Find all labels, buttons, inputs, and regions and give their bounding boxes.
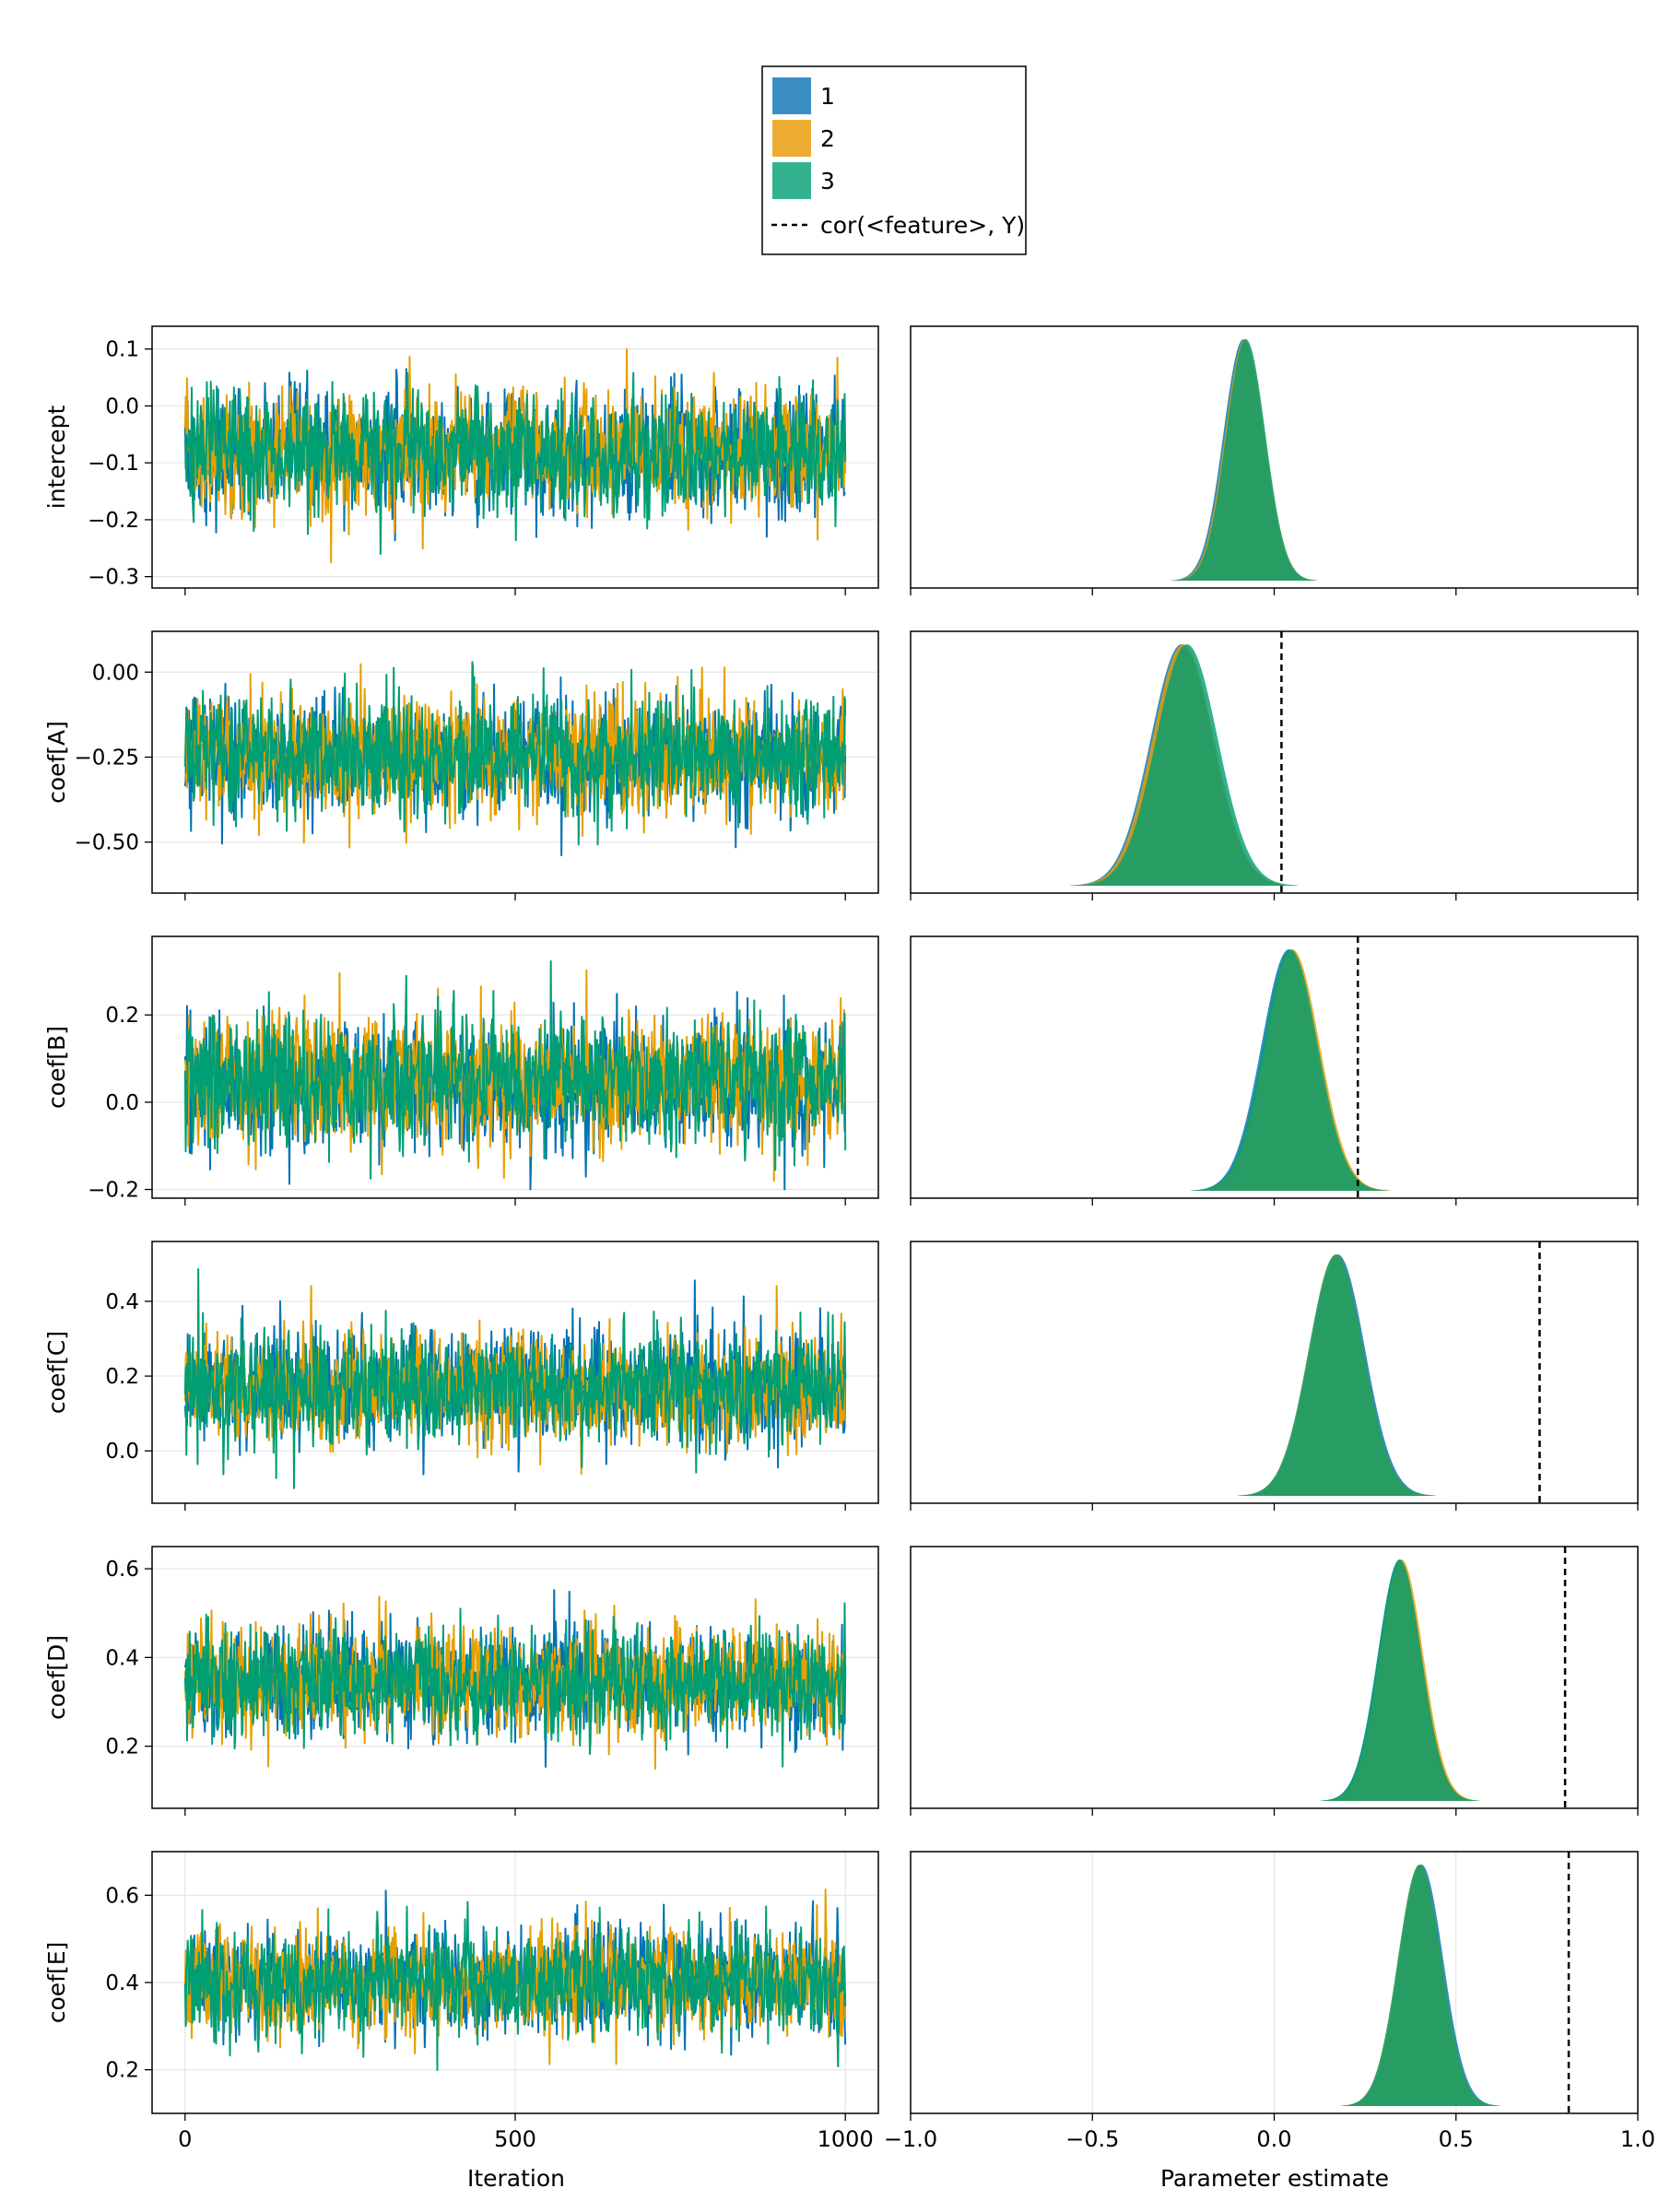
- density-curve-coef[C]-chain-3: [1238, 1254, 1435, 1496]
- trace-lines-intercept: [183, 347, 847, 564]
- trace-x-axis-label: Iteration: [467, 2165, 565, 2192]
- trace-line-coef[B]-chain-2: [183, 969, 847, 1182]
- trace-ytick-label-coef[E]-2: 0.6: [105, 1884, 139, 1908]
- legend-swatch-chain-3: [772, 162, 811, 199]
- trace-xtick-label-0: 0: [178, 2126, 192, 2152]
- trace-lines-coef[B]: [183, 959, 847, 1191]
- param-row-coef[E]: 0.2 0.4 0.6 coef[E] 0 500 1000 −1.0 −0.5 0.0 0.5 1.…: [43, 1851, 1655, 2152]
- density-x-axis-label: Parameter estimate: [1160, 2165, 1389, 2192]
- density-panel-coef[C]: [910, 1241, 1639, 1511]
- trace-y-axis-label-coef[E]: coef[E]: [43, 1942, 70, 2024]
- trace-ytick-label-coef[C]-1: 0.2: [105, 1365, 139, 1389]
- trace-ytick-label-coef[B]-0: −0.2: [88, 1179, 139, 1203]
- trace-line-coef[A]-chain-3: [183, 661, 847, 846]
- trace-lines-coef[D]: [183, 1589, 847, 1771]
- trace-lines-coef[E]: [183, 1888, 847, 2072]
- param-row-intercept: −0.3 −0.2 −0.1 0.0 0.1 intercept: [43, 325, 1639, 595]
- density-curve-coef[E]-chain-3: [1341, 1865, 1499, 2106]
- trace-ytick-label-coef[E]-0: 0.2: [105, 2059, 139, 2083]
- trace-ytick-label-coef[C]-2: 0.4: [105, 1290, 139, 1314]
- legend-swatch-chain-1: [772, 77, 811, 114]
- trace-ytick-label-intercept-3: 0.0: [105, 394, 139, 418]
- density-curve-coef[D]-chain-3: [1321, 1559, 1478, 1801]
- density-panel-coef[D]: [910, 1546, 1639, 1816]
- trace-ytick-label-coef[E]-1: 0.4: [105, 1971, 139, 1995]
- density-xtick-label-1: −0.5: [1065, 2126, 1119, 2152]
- density-curve-coef[B]-chain-3: [1192, 949, 1389, 1191]
- param-row-coef[C]: 0.0 0.2 0.4 coef[C]: [43, 1241, 1639, 1511]
- trace-panel-coef[B]: −0.2 0.0 0.2 coef[B]: [43, 935, 879, 1206]
- density-xtick-label-0: −1.0: [884, 2126, 937, 2152]
- trace-ytick-label-coef[A]-0: −0.50: [75, 831, 139, 855]
- density-frame-coef[D]: [910, 1546, 1639, 1809]
- trace-ytick-label-coef[D]-0: 0.2: [105, 1735, 139, 1759]
- plot-panels: −0.3−0.2−0.10.00.1intercept−0.50−0.250.0…: [43, 325, 1655, 2152]
- trace-y-axis-label-intercept: intercept: [43, 406, 70, 510]
- legend-label-reference: cor(<feature>, Y): [820, 212, 1025, 239]
- trace-y-axis-label-coef[C]: coef[C]: [43, 1331, 70, 1414]
- density-panel-coef[B]: [910, 935, 1639, 1206]
- trace-ytick-label-intercept-2: −0.1: [88, 452, 139, 476]
- legend: 1 2 3 cor(<feature>, Y): [761, 65, 1027, 255]
- trace-panel-intercept: −0.3 −0.2 −0.1 0.0 0.1 intercept: [43, 325, 879, 595]
- trace-xtick-label-2: 1000: [818, 2126, 874, 2152]
- legend-label-chain-2: 2: [820, 125, 835, 152]
- trace-ytick-label-coef[A]-1: −0.25: [75, 746, 139, 770]
- trace-panel-coef[C]: 0.0 0.2 0.4 coef[C]: [43, 1241, 879, 1511]
- trace-xtick-label-1: 500: [494, 2126, 536, 2152]
- density-curve-coef[A]-chain-3: [1076, 644, 1299, 886]
- density-xtick-label-4: 1.0: [1620, 2126, 1655, 2152]
- density-frame-coef[A]: [910, 630, 1639, 894]
- trace-ytick-label-coef[D]-1: 0.4: [105, 1646, 139, 1670]
- legend-label-chain-1: 1: [820, 83, 835, 110]
- trace-y-axis-label-coef[B]: coef[B]: [43, 1026, 70, 1109]
- param-row-coef[A]: −0.50 −0.25 0.00 coef[A]: [43, 630, 1639, 900]
- trace-line-coef[E]-chain-3: [183, 1900, 847, 2072]
- density-panel-intercept: [910, 325, 1639, 595]
- trace-ytick-label-coef[C]-0: 0.0: [105, 1440, 139, 1464]
- trace-line-coef[C]-chain-3: [183, 1268, 847, 1489]
- density-panel-coef[A]: [910, 630, 1639, 900]
- trace-panel-coef[E]: 0.2 0.4 0.6 coef[E]: [43, 1851, 879, 2121]
- param-row-coef[D]: 0.2 0.4 0.6 coef[D]: [43, 1546, 1639, 1816]
- density-frame-coef[C]: [910, 1241, 1639, 1504]
- trace-ytick-label-intercept-4: 0.1: [105, 338, 139, 362]
- trace-ytick-label-coef[A]-2: 0.00: [92, 661, 139, 685]
- trace-panel-coef[D]: 0.2 0.4 0.6 coef[D]: [43, 1546, 879, 1816]
- density-xtick-label-3: 0.5: [1439, 2126, 1474, 2152]
- trace-y-axis-label-coef[A]: coef[A]: [43, 721, 70, 804]
- trace-ytick-label-coef[B]-2: 0.2: [105, 1004, 139, 1028]
- trace-panel-coef[A]: −0.50 −0.25 0.00 coef[A]: [43, 630, 879, 900]
- trace-ytick-label-coef[D]-2: 0.6: [105, 1558, 139, 1582]
- param-row-coef[B]: −0.2 0.0 0.2 coef[B]: [43, 935, 1639, 1206]
- legend-swatch-chain-2: [772, 120, 811, 157]
- trace-line-coef[B]-chain-3: [183, 959, 847, 1180]
- trace-ytick-label-coef[B]-1: 0.0: [105, 1091, 139, 1115]
- density-panel-coef[E]: [910, 1851, 1639, 2121]
- trace-line-coef[D]-chain-3: [183, 1602, 847, 1768]
- trace-line-intercept-chain-3: [183, 371, 847, 555]
- density-curve-intercept-chain-3: [1175, 339, 1317, 581]
- trace-ytick-label-intercept-0: −0.3: [88, 566, 139, 590]
- trace-y-axis-label-coef[D]: coef[D]: [43, 1635, 70, 1720]
- trace-ytick-label-intercept-1: −0.2: [88, 509, 139, 533]
- trace-lines-coef[C]: [183, 1268, 847, 1489]
- legend-label-chain-3: 3: [820, 168, 835, 194]
- trace-lines-coef[A]: [183, 661, 847, 856]
- density-xtick-label-2: 0.0: [1256, 2126, 1291, 2152]
